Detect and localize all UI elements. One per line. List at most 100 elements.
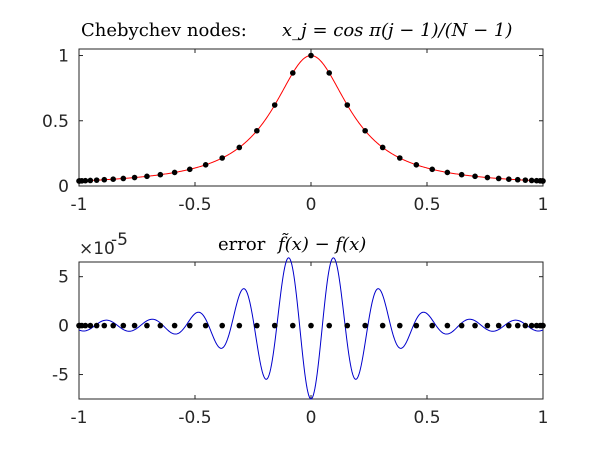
bottom-node-marker xyxy=(157,322,164,329)
top-node-marker xyxy=(413,161,420,168)
bottom-node-marker xyxy=(202,322,209,329)
top-y-tick-label: 1 xyxy=(58,47,69,67)
bottom-node-marker xyxy=(131,322,138,329)
bottom-node-marker xyxy=(87,322,94,329)
top-node-marker xyxy=(144,173,150,180)
bottom-node-marker xyxy=(429,322,436,329)
top-node-marker xyxy=(171,169,178,176)
top-x-tick-label: -0.5 xyxy=(178,195,211,215)
top-node-marker xyxy=(82,177,89,184)
top-node-marker xyxy=(495,175,502,182)
bottom-node-marker xyxy=(495,322,502,329)
top-node-marker xyxy=(540,178,546,184)
top-node-marker xyxy=(444,169,451,176)
top-node-marker xyxy=(344,102,351,108)
top-node-marker xyxy=(271,102,278,108)
bottom-y-tick-label: 0 xyxy=(58,317,69,337)
bottom-node-marker xyxy=(522,322,529,329)
bottom-node-marker xyxy=(110,322,116,329)
top-node-marker xyxy=(236,144,243,151)
bottom-node-marker xyxy=(101,322,108,329)
bottom-node-marker xyxy=(326,322,333,329)
top-node-marker xyxy=(289,70,296,76)
bottom-node-marker xyxy=(219,322,226,329)
bottom-node-marker xyxy=(413,322,420,329)
top-node-marker xyxy=(202,161,209,168)
top-node-marker xyxy=(120,175,127,182)
bottom-exponent-label: ×10 xyxy=(79,239,115,259)
top-subplot: Chebychev nodes: x_j = cos π(j − 1)/(N −… xyxy=(42,20,548,215)
top-title-math: x_j = cos π(j − 1)/(N − 1) xyxy=(282,20,512,41)
bottom-node-marker xyxy=(289,322,296,329)
bottom-node-marker xyxy=(120,322,127,329)
bottom-node-marker xyxy=(186,322,193,329)
top-node-marker xyxy=(522,177,529,183)
bottom-series-markers xyxy=(76,322,546,329)
top-node-marker xyxy=(157,171,164,178)
top-node-marker xyxy=(101,176,108,183)
bottom-x-tick-label: 1 xyxy=(538,408,549,428)
top-y-ticks: 00.51 xyxy=(42,47,543,197)
bottom-node-marker xyxy=(171,322,178,329)
top-node-marker xyxy=(254,127,260,134)
top-x-ticks: -1 -0.5 0 0.5 1 xyxy=(71,49,549,215)
bottom-x-tick-label: 0 xyxy=(306,408,317,428)
top-node-marker xyxy=(396,155,403,161)
top-node-marker xyxy=(514,176,521,183)
top-node-marker xyxy=(362,127,368,134)
bottom-node-marker xyxy=(458,322,465,329)
bottom-node-marker xyxy=(254,322,260,329)
bottom-exponent-power: -5 xyxy=(111,230,128,250)
bottom-subplot: ×10 -5 error f̃(x) − f(x) -1 -0.5 0 0.5 1 5 0… xyxy=(52,230,548,428)
bottom-node-marker xyxy=(506,322,512,329)
top-node-marker xyxy=(93,177,100,183)
top-node-marker xyxy=(458,171,465,178)
top-node-marker xyxy=(472,173,478,180)
bottom-node-marker xyxy=(396,322,403,329)
bottom-node-marker xyxy=(472,322,478,329)
bottom-node-marker xyxy=(144,322,150,329)
top-node-marker xyxy=(186,166,193,173)
top-x-tick-label: 1 xyxy=(538,195,549,215)
bottom-title-math: f̃(x) − f(x) xyxy=(276,232,366,255)
bottom-node-marker xyxy=(236,322,243,329)
bottom-node-marker xyxy=(82,322,89,329)
bottom-title: error xyxy=(218,234,266,255)
top-axes-box xyxy=(78,48,544,187)
bottom-node-marker xyxy=(514,322,521,329)
top-title: Chebychev nodes: xyxy=(81,20,247,41)
bottom-x-tick-label: -1 xyxy=(71,408,88,428)
bottom-node-marker xyxy=(540,322,546,329)
top-x-tick-label: -1 xyxy=(71,195,88,215)
top-node-marker xyxy=(379,144,386,151)
top-node-marker xyxy=(506,176,512,183)
bottom-node-marker xyxy=(444,322,451,329)
bottom-node-marker xyxy=(484,322,491,329)
bottom-node-marker xyxy=(528,322,535,329)
top-x-tick-label: 0 xyxy=(306,195,317,215)
bottom-axes-box xyxy=(78,261,544,400)
top-node-marker xyxy=(308,52,314,59)
bottom-x-ticks: -1 -0.5 0 0.5 1 xyxy=(71,262,549,428)
top-y-tick-label: 0 xyxy=(58,177,69,197)
top-series-curve xyxy=(78,55,544,182)
bottom-x-tick-label: -0.5 xyxy=(178,408,211,428)
bottom-node-marker xyxy=(362,322,368,329)
bottom-node-marker xyxy=(379,322,386,329)
bottom-y-tick-label: 5 xyxy=(58,268,69,288)
top-node-marker xyxy=(528,177,535,184)
top-x-tick-label: 0.5 xyxy=(413,195,440,215)
top-y-tick-label: 0.5 xyxy=(42,112,69,132)
bottom-y-tick-label: -5 xyxy=(52,366,69,386)
top-node-marker xyxy=(87,177,94,184)
top-node-marker xyxy=(326,70,333,76)
bottom-series-curve xyxy=(78,257,544,400)
bottom-node-marker xyxy=(93,322,100,329)
bottom-node-marker xyxy=(308,322,314,329)
top-series-markers xyxy=(76,52,546,184)
bottom-x-tick-label: 0.5 xyxy=(413,408,440,428)
bottom-node-marker xyxy=(271,322,278,329)
top-node-marker xyxy=(131,174,138,181)
top-node-marker xyxy=(484,174,491,181)
